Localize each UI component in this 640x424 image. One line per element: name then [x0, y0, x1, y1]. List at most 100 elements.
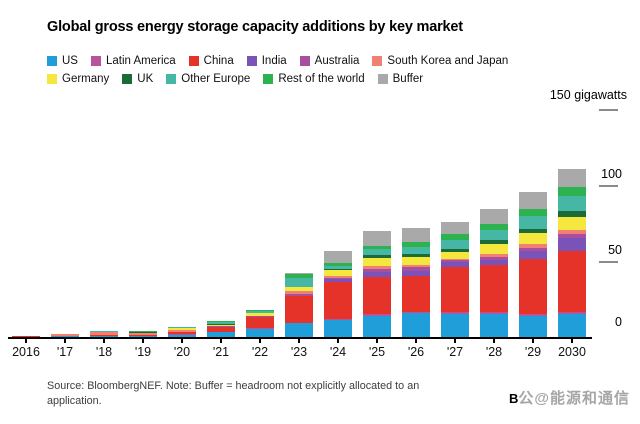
- bar-2027: [441, 221, 469, 337]
- x-label-2019: '19: [134, 345, 152, 359]
- legend-item-china: China: [188, 55, 234, 67]
- bar-segment-2018-south-korea-and-japan: [90, 332, 118, 336]
- legend-swatch-south-korea-and-japan: [372, 56, 383, 66]
- bar-segment-2024-uk: [324, 268, 352, 271]
- bar-segment-2028-buffer: [480, 208, 508, 224]
- x-label-2026: '26: [407, 345, 425, 359]
- bar-segment-2030-us: [558, 314, 586, 337]
- bar-segment-2021-germany: [207, 324, 235, 326]
- legend-item-other-europe: Other Europe: [166, 73, 250, 85]
- legend-label: China: [203, 55, 234, 67]
- x-label-2025: '25: [368, 345, 386, 359]
- bar-segment-2024-china: [324, 281, 352, 319]
- bar-2029: [519, 192, 547, 337]
- bar-segment-2019-us: [129, 336, 157, 337]
- bar-segment-2030-buffer: [558, 169, 586, 188]
- x-axis-line: [8, 337, 592, 339]
- bar-segment-2023-germany: [285, 287, 313, 292]
- y-axis-unit-label: 150 gigawatts: [549, 88, 627, 102]
- chart-legend: US Latin America China India Australia South …: [47, 52, 607, 88]
- bar-segment-2025-china: [363, 277, 391, 315]
- legend-item-rest-of-the-world: Rest of the world: [263, 73, 365, 85]
- legend-swatch-latin-america: [90, 56, 101, 66]
- bar-segment-2024-other-europe: [324, 265, 352, 269]
- bar-2025: [363, 231, 391, 337]
- x-label-2029: '29: [524, 345, 542, 359]
- legend-swatch-australia: [299, 56, 310, 66]
- bar-segment-2017-china: [51, 335, 79, 337]
- legend-item-germany: Germany: [47, 73, 109, 85]
- bar-segment-2024-australia: [324, 277, 352, 280]
- x-tick-2030: [571, 339, 573, 343]
- bar-2026: [402, 227, 430, 337]
- x-tick-2020: [181, 339, 183, 343]
- bar-segment-2021-us: [207, 331, 235, 337]
- bar-segment-2025-latin-america: [363, 314, 391, 316]
- bar-segment-2030-uk: [558, 211, 586, 218]
- legend-swatch-germany: [47, 74, 57, 84]
- bar-segment-2019-china: [129, 335, 157, 337]
- bar-segment-2023-china: [285, 296, 313, 323]
- bar-segment-2023-uk: [285, 286, 313, 288]
- legend-row-2: Germany UK Other Europe Rest of the world Bu…: [47, 70, 607, 88]
- bar-segment-2024-buffer: [324, 251, 352, 264]
- x-tick-2019: [142, 339, 144, 343]
- bloomberg-logo-partial: B: [508, 391, 519, 406]
- legend-swatch-rest-of-the-world: [263, 74, 274, 84]
- bar-segment-2026-australia: [402, 267, 430, 271]
- bar-segment-2022-south-korea-and-japan: [246, 315, 274, 317]
- bar-2021: [207, 321, 235, 337]
- legend-swatch-uk: [122, 74, 133, 84]
- source-note-line2: application.: [47, 395, 102, 408]
- source-note: Source: BloombergNEF. Note: Buffer = hea…: [47, 379, 467, 409]
- x-tick-2028: [493, 339, 495, 343]
- bar-segment-2029-rest-of-the-world: [519, 208, 547, 217]
- legend-swatch-china: [188, 56, 199, 66]
- x-tick-2029: [532, 339, 534, 343]
- legend-item-us: US: [47, 55, 78, 67]
- bar-2023: [285, 273, 313, 337]
- legend-row-1: US Latin America China India Australia South …: [47, 52, 607, 70]
- y-tick-150: [599, 109, 618, 111]
- x-label-2030: 2030: [558, 345, 586, 359]
- bar-segment-2026-china: [402, 275, 430, 312]
- bar-segment-2030-china: [558, 251, 586, 313]
- bar-segment-2030-south-korea-and-japan: [558, 230, 586, 235]
- bar-segment-2027-buffer: [441, 221, 469, 235]
- bar-segment-2028-south-korea-and-japan: [480, 254, 508, 258]
- bar-segment-2029-other-europe: [519, 216, 547, 229]
- bar-segment-2019-other-europe: [129, 331, 157, 333]
- plot-area: [8, 105, 592, 337]
- bar-segment-2017-us: [51, 336, 79, 337]
- bar-segment-2022-germany: [246, 313, 274, 316]
- bar-segment-2018-us: [90, 336, 118, 337]
- bar-segment-2026-uk: [402, 254, 430, 258]
- bar-segment-2020-other-europe: [168, 327, 196, 328]
- legend-label: UK: [137, 73, 154, 85]
- bar-segment-2026-us: [402, 313, 430, 337]
- bar-segment-2021-rest-of-the-world: [207, 321, 235, 323]
- x-label-2024: '24: [329, 345, 347, 359]
- bar-2022: [246, 310, 274, 337]
- y-tick-50: [599, 261, 618, 263]
- bar-segment-2025-south-korea-and-japan: [363, 265, 391, 269]
- bar-segment-2028-latin-america: [480, 312, 508, 315]
- bar-segment-2028-germany: [480, 244, 508, 255]
- bar-segment-2023-us: [285, 323, 313, 337]
- bar-segment-2025-australia: [363, 268, 391, 273]
- legend-label: Buffer: [392, 73, 424, 85]
- x-tick-2025: [376, 339, 378, 343]
- x-label-2016: 2016: [12, 345, 40, 359]
- bar-2024: [324, 251, 352, 337]
- x-label-2017: '17: [56, 345, 74, 359]
- watermark-text: 公@能源和通信: [518, 390, 630, 407]
- bar-segment-2021-china: [207, 327, 235, 332]
- bar-segment-2027-latin-america: [441, 311, 469, 314]
- bar-segment-2030-germany: [558, 217, 586, 231]
- x-label-2018: '18: [95, 345, 113, 359]
- x-label-2020: '20: [173, 345, 191, 359]
- x-label-2022: '22: [251, 345, 269, 359]
- legend-item-latin-america: Latin America: [90, 55, 176, 67]
- x-tick-2016: [25, 339, 27, 343]
- bar-segment-2020-us: [168, 334, 196, 337]
